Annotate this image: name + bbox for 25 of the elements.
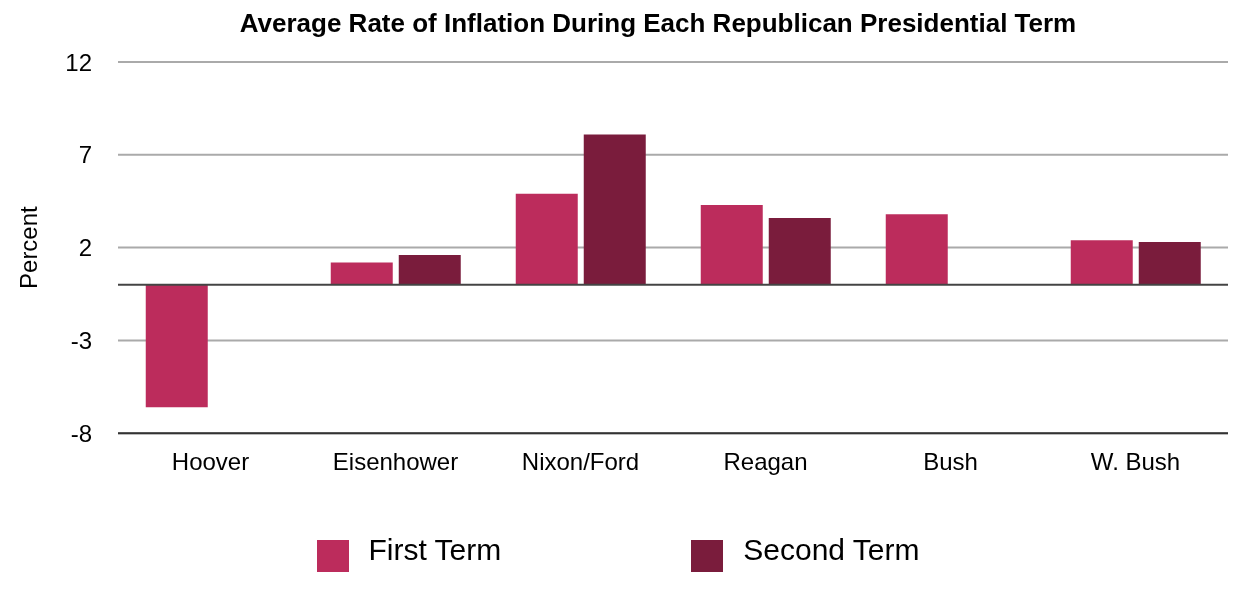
bar xyxy=(885,214,948,285)
bar xyxy=(700,204,763,285)
bar xyxy=(398,255,461,285)
x-tick-label: W. Bush xyxy=(1090,448,1181,476)
y-axis-title: Percent xyxy=(14,205,42,289)
x-tick-label: Reagan xyxy=(723,448,808,476)
y-tick-label: -3 xyxy=(70,326,92,354)
bar xyxy=(145,284,208,408)
chart-title: Average Rate of Inflation During Each Republican Presidential Term xyxy=(238,8,1078,40)
bar xyxy=(583,134,646,285)
x-tick-label: Bush xyxy=(923,448,978,476)
x-tick-label: Hoover xyxy=(171,448,250,476)
y-tick-label: 12 xyxy=(65,48,92,76)
x-tick-label: Eisenhower xyxy=(332,448,459,476)
bar xyxy=(768,217,831,285)
legend-label: First Term xyxy=(368,533,502,567)
y-tick-label: 2 xyxy=(78,234,92,262)
legend-label: Second Term xyxy=(743,533,920,567)
bar xyxy=(1070,240,1133,285)
y-tick-label: 7 xyxy=(78,141,92,169)
bar xyxy=(1138,242,1201,285)
x-tick-label: Nixon/Ford xyxy=(521,448,640,476)
y-tick-label: -8 xyxy=(70,419,92,447)
bar xyxy=(330,262,393,285)
bar xyxy=(515,193,578,285)
